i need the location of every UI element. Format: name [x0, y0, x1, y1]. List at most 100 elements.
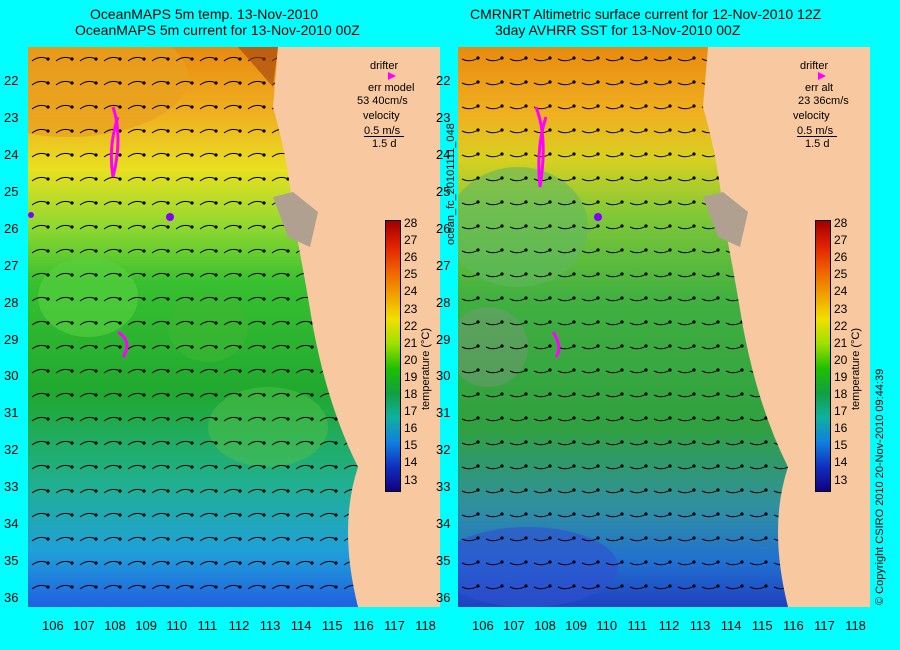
- colorbar-tick: 24: [404, 284, 418, 299]
- colorbar-tick: 13: [834, 472, 848, 487]
- longitude-label: 108: [534, 618, 556, 633]
- right-colorbar: [815, 220, 831, 492]
- left-legend-velocity-value: 0.5 m/s: [364, 125, 401, 137]
- right-legend-err-label: err alt: [805, 82, 834, 94]
- colorbar-tick: 27: [404, 233, 418, 248]
- longitude-label: 110: [596, 618, 618, 633]
- longitude-label: 113: [259, 618, 281, 633]
- colorbar-tick: 27: [834, 233, 848, 248]
- longitude-label: 112: [228, 618, 250, 633]
- colorbar-tick: 28: [404, 216, 418, 230]
- left-legend-err-label: err model: [368, 82, 415, 94]
- longitude-label: 109: [135, 618, 157, 633]
- latitude-label: 22: [4, 73, 19, 88]
- longitude-label: 110: [166, 618, 188, 633]
- right-legend-velocity-value: 0.5 m/s: [797, 125, 834, 137]
- right-map: [458, 47, 870, 607]
- left-legend-drifter-icon: [388, 72, 396, 80]
- colorbar-tick: 20: [404, 352, 418, 367]
- longitude-label: 116: [353, 618, 374, 633]
- latitude-label: 26: [4, 220, 19, 236]
- latitude-label: 30: [436, 368, 451, 384]
- left-legend-velocity: velocity: [363, 110, 400, 122]
- colorbar-tick: 17: [404, 404, 418, 419]
- right-legend-scale-line: [797, 136, 837, 137]
- colorbar-tick: 13: [404, 472, 418, 487]
- latitude-label: 33: [4, 479, 19, 495]
- latitude-label: 25: [4, 183, 19, 199]
- latitude-label: 31: [436, 405, 451, 421]
- right-legend-drifter-icon: [818, 72, 826, 80]
- longitude-label: 118: [415, 618, 436, 633]
- left-title-line2: OceanMAPS 5m current for 13-Nov-2010 00Z: [75, 22, 360, 38]
- right-legend-velocity: velocity: [793, 110, 830, 122]
- left-legend-drifter: drifter: [370, 60, 399, 72]
- right-colorbar-label: temperature (°C): [850, 327, 862, 410]
- longitude-label: 113: [689, 618, 711, 633]
- longitude-label: 116: [783, 618, 804, 633]
- latitude-label: 35: [436, 553, 451, 569]
- latitude-label: 23: [436, 109, 451, 125]
- latitude-label: 23: [4, 109, 19, 125]
- longitude-label: 111: [627, 618, 648, 633]
- colorbar-tick: 23: [404, 301, 418, 316]
- left-title-line1: OceanMAPS 5m temp. 13-Nov-2010: [90, 6, 318, 22]
- colorbar-tick: 21: [404, 335, 418, 350]
- latitude-label: 22: [436, 73, 451, 88]
- right-legend-drifter: drifter: [800, 60, 829, 72]
- file-label: ocean_fc_20101111_048: [445, 123, 457, 245]
- colorbar-tick: 15: [834, 438, 848, 453]
- colorbar-tick: 20: [834, 352, 848, 367]
- colorbar-tick: 25: [404, 267, 418, 282]
- latitude-label: 28: [436, 294, 451, 310]
- colorbar-tick: 22: [404, 318, 418, 333]
- colorbar-tick: 19: [404, 369, 418, 384]
- longitude-label: 107: [73, 618, 95, 633]
- left-colorbar: [385, 220, 401, 492]
- latitude-label: 32: [4, 442, 19, 458]
- colorbar-tick: 22: [834, 318, 848, 333]
- colorbar-tick: 14: [834, 455, 848, 470]
- colorbar-tick: 16: [404, 421, 418, 436]
- colorbar-tick: 26: [404, 250, 418, 265]
- longitude-label: 118: [845, 618, 866, 633]
- latitude-label: 33: [436, 479, 451, 495]
- latitude-label: 30: [4, 368, 19, 384]
- longitude-label: 108: [104, 618, 126, 633]
- longitude-label: 114: [720, 618, 742, 633]
- latitude-label: 34: [4, 516, 19, 532]
- colorbar-tick: 26: [834, 250, 848, 265]
- left-legend-err-value: 53 40cm/s: [357, 95, 408, 107]
- longitude-label: 115: [751, 618, 773, 633]
- latitude-label: 32: [436, 442, 451, 458]
- colorbar-tick: 21: [834, 335, 848, 350]
- latitude-label: 27: [436, 257, 451, 273]
- colorbar-tick: 19: [834, 369, 848, 384]
- latitude-label: 29: [436, 331, 451, 347]
- colorbar-tick: 28: [834, 216, 848, 230]
- latitude-label: 36: [4, 590, 19, 606]
- latitude-label: 27: [4, 257, 19, 273]
- latitude-label: 36: [436, 590, 451, 606]
- right-legend-duration: 1.5 d: [805, 138, 830, 150]
- copyright-text: © Copyright CSIRO 2010 20-Nov-2010 09:44…: [874, 368, 886, 605]
- right-map-image: [458, 47, 870, 607]
- colorbar-tick: 18: [834, 387, 848, 401]
- longitude-label: 115: [321, 618, 343, 633]
- colorbar-tick: 15: [404, 438, 418, 453]
- latitude-label: 24: [4, 146, 19, 162]
- colorbar-tick: 14: [404, 455, 418, 470]
- colorbar-tick: 23: [834, 301, 848, 316]
- longitude-label: 112: [658, 618, 680, 633]
- longitude-label: 106: [472, 618, 494, 633]
- latitude-label: 28: [4, 294, 19, 310]
- latitude-label: 26: [436, 220, 451, 236]
- latitude-label: 25: [436, 183, 451, 199]
- latitude-label: 29: [4, 331, 19, 347]
- longitude-label: 107: [503, 618, 525, 633]
- longitude-label: 114: [290, 618, 312, 633]
- left-colorbar-label: temperature (°C): [420, 327, 432, 410]
- left-legend-duration: 1.5 d: [372, 138, 397, 150]
- longitude-label: 117: [814, 618, 835, 633]
- longitude-label: 109: [565, 618, 587, 633]
